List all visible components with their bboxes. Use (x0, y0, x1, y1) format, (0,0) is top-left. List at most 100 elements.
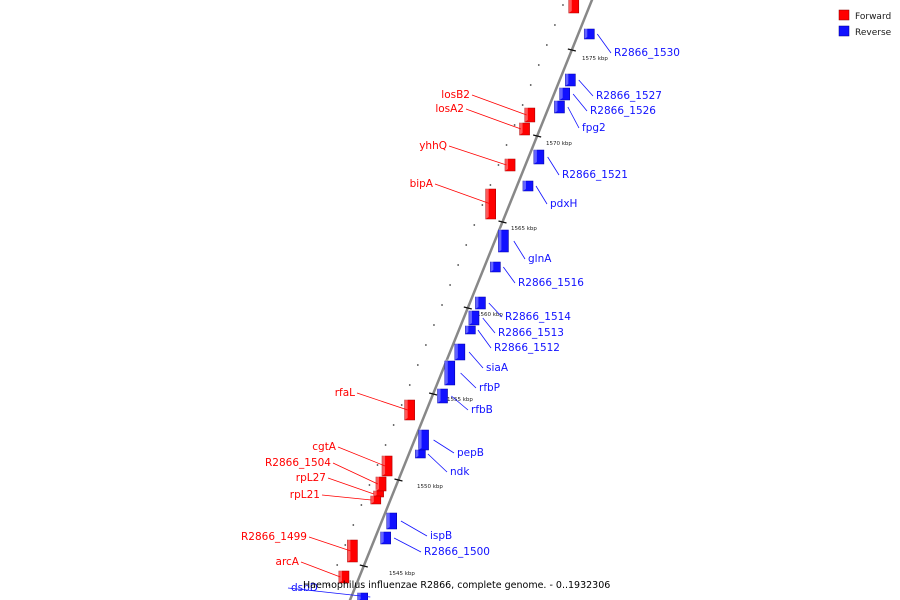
gene-feature-rpl21 (370, 494, 382, 505)
gene-label-fpg2: fpg2 (582, 122, 606, 134)
scale-tick-label: 1545 kbp (389, 571, 415, 577)
scale-tick-label: 1565 kbp (511, 226, 537, 232)
minor-tick-dot (416, 364, 419, 366)
gene-label-ndk: ndk (450, 466, 470, 478)
minor-tick-dot (392, 424, 395, 426)
scale-tick-label: 1560 kbp (477, 312, 503, 318)
gene-leader-line (433, 439, 455, 454)
minor-tick-dot (529, 84, 532, 86)
gene-feature-yhhq (504, 157, 516, 172)
genome-backbone (348, 0, 594, 600)
minor-tick-dot (433, 324, 435, 326)
gene-label-r2866-1530: R2866_1530 (614, 47, 680, 59)
scale-tick-mark (567, 48, 576, 52)
minor-tick-dot (408, 384, 411, 386)
gene-label-arca: arcA (276, 556, 300, 568)
scale-tick-mark (533, 134, 542, 138)
gene-label-pdxh: pdxH (550, 198, 577, 210)
gene-leader-line (287, 587, 371, 598)
gene-label-r2866-1526: R2866_1526 (590, 105, 656, 117)
gene-label-rfbb: rfbB (471, 404, 493, 416)
gene-label-rfal: rfaL (335, 387, 355, 399)
gene-label-r2866-1504: R2866_1504 (265, 457, 331, 469)
scale-tick-label: 1575 kbp (582, 56, 608, 62)
gene-label-ispb: ispB (430, 530, 452, 542)
gene-feature-ispb (386, 511, 398, 530)
gene-leader-line (356, 392, 408, 411)
minor-tick-dot (537, 64, 540, 66)
gene-leader-line (596, 33, 612, 54)
gene-leader-line (337, 446, 386, 467)
gene-feature-losb2 (524, 106, 536, 123)
gene-label-glna: glnA (528, 253, 552, 265)
minor-tick-dot (513, 124, 516, 126)
gene-label-r2866-1521: R2866_1521 (562, 169, 628, 181)
genome-caption: Haemophilus influenzae R2866, complete g… (303, 580, 610, 591)
gene-feature-cgta (381, 454, 393, 477)
gene-leader-line (567, 106, 580, 129)
gene-leader-line (321, 494, 372, 501)
gene-leader-line (572, 93, 588, 112)
gene-labels: R2866_1530 R2866_1527 R2866_1526 fpg2 losB2 l… (241, 33, 680, 598)
gene-label-dsbd: dsbD (291, 582, 318, 594)
gene-label-r2866-1500: R2866_1500 (424, 546, 490, 558)
minor-tick-dot (457, 264, 460, 266)
minor-tick-dot (481, 204, 484, 206)
gene-leader-line (477, 329, 492, 349)
gene-feature-glna (498, 228, 509, 253)
minor-tick-dot (473, 224, 476, 226)
gene-feature-r2866-1521 (533, 148, 545, 165)
scale-tick-mark (394, 478, 403, 482)
legend-label-reverse: Reverse (855, 28, 892, 38)
minor-tick-dot (384, 444, 387, 446)
gene-feature-r2866-1514 (475, 295, 486, 310)
gene-label-r2866-1516: R2866_1516 (518, 277, 584, 289)
gene-feature-r2866-1504 (375, 475, 387, 492)
gene-feature-r2866-1516 (490, 260, 501, 273)
minor-tick-dot (521, 104, 524, 106)
minor-tick-dot (344, 544, 347, 546)
minor-tick-dots (328, 4, 564, 586)
gene-leader-line (535, 185, 548, 205)
gene-leader-line (465, 108, 522, 130)
minor-tick-dot (449, 284, 451, 286)
scale-tick-mark (428, 392, 438, 396)
gene-label-pepb: pepB (457, 447, 484, 459)
gene-leader-line (434, 183, 491, 205)
scale-tick-mark (463, 306, 472, 310)
gene-label-r2866-1527: R2866_1527 (596, 90, 662, 102)
scale-tick-mark (498, 220, 507, 224)
gene-label-bipa: bipA (410, 178, 434, 190)
gene-label-r2866-1499: R2866_1499 (241, 531, 307, 543)
gene-feature-fpg2 (554, 99, 565, 114)
minor-tick-dot (554, 24, 556, 26)
legend-swatch-forward (838, 9, 850, 21)
gene-label-rpl27: rpL27 (296, 472, 326, 484)
gene-leader-line (451, 395, 469, 411)
minor-tick-dot (465, 244, 468, 246)
scale-tick-mark (359, 564, 368, 568)
gene-feature-r2866-1513 (468, 309, 480, 326)
gene-feature-pdxh (522, 179, 534, 192)
gene-label-siaa: siaA (486, 362, 509, 374)
legend: Forward Reverse (838, 9, 892, 38)
gene-label-losa2: losA2 (435, 103, 464, 115)
scale-tick-label: 1555 kbp (447, 397, 473, 403)
gene-leader-line (482, 317, 496, 334)
minor-tick-dot (545, 44, 548, 46)
gene-leader-line (471, 94, 527, 116)
minor-tick-dot (352, 524, 355, 526)
gene-leader-line (468, 351, 484, 369)
gene-label-losb2: losB2 (441, 89, 470, 101)
gene-leader-line (488, 302, 503, 318)
minor-tick-dot (562, 4, 564, 6)
scale-ticks: 1575 kbp 1570 kbp 1565 kbp 1560 kbp 1555 kbp… (359, 48, 608, 577)
gene-leader-line (513, 240, 526, 260)
minor-tick-dot (376, 464, 379, 466)
gene-feature-r2866-1527 (565, 72, 576, 87)
minor-tick-dot (360, 504, 363, 506)
gene-leader-line (503, 266, 516, 284)
gene-leader-line (448, 145, 507, 166)
